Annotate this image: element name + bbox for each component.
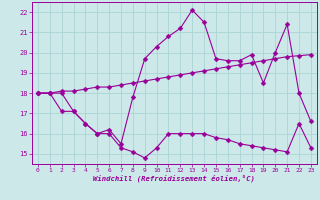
- X-axis label: Windchill (Refroidissement éolien,°C): Windchill (Refroidissement éolien,°C): [93, 175, 255, 182]
